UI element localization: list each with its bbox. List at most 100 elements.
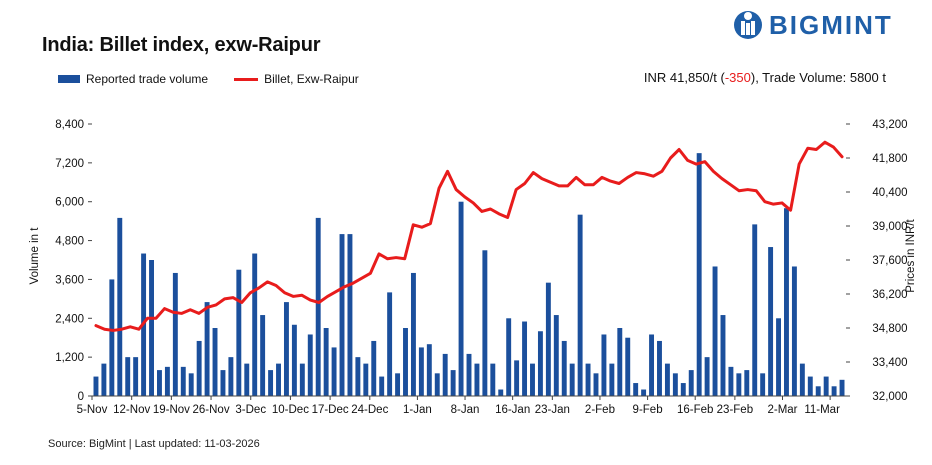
volume-bar — [720, 315, 726, 396]
x-tick-label: 16-Jan — [495, 404, 530, 416]
x-tick-label: 2-Mar — [767, 404, 797, 416]
y-left-tick-label: 4,800 — [55, 236, 84, 248]
price-summary: INR 41,850/t (-350), Trade Volume: 5800 … — [644, 70, 886, 85]
volume-bar — [744, 370, 750, 396]
volume-bar — [815, 386, 821, 396]
volume-bar — [410, 272, 416, 396]
x-tick-label: 9-Feb — [633, 404, 663, 416]
legend-item-volume: Reported trade volume — [58, 72, 208, 86]
chart-title: India: Billet index, exw-Raipur — [42, 34, 321, 56]
volume-bar — [498, 389, 504, 396]
volume-bar — [395, 373, 401, 396]
x-tick-label: 2-Feb — [585, 404, 615, 416]
price-line — [94, 140, 844, 332]
x-tick-label: 5-Nov — [77, 404, 108, 416]
y-right-tick-label: 43,200 — [872, 119, 907, 131]
volume-bar — [760, 373, 766, 396]
y-left-tick-label: 6,000 — [55, 197, 84, 209]
volume-bar — [291, 324, 297, 396]
chart-legend: Reported trade volume Billet, Exw-Raipur — [58, 72, 385, 86]
volume-bar — [593, 373, 599, 396]
volume-bar — [768, 247, 774, 396]
y-right-tick-label: 37,600 — [872, 255, 907, 267]
volume-bar — [823, 376, 829, 396]
legend-swatch-price — [234, 77, 259, 81]
volume-bar — [537, 331, 543, 396]
volume-bar — [617, 328, 623, 396]
volume-bar — [514, 360, 520, 396]
x-tick-label: 24-Dec — [351, 404, 388, 416]
bigmint-logo-icon — [734, 11, 762, 39]
volume-bar — [466, 353, 472, 396]
y-right-tick-label: 32,000 — [872, 391, 907, 403]
volume-bar — [688, 370, 694, 396]
volume-bar — [363, 363, 369, 396]
volume-bar — [482, 250, 488, 396]
legend-swatch-volume — [58, 75, 80, 83]
volume-bar — [553, 315, 559, 396]
volume-bar — [149, 260, 154, 396]
volume-bar — [641, 389, 647, 396]
volume-bar — [347, 234, 353, 396]
volume-bar — [260, 315, 266, 396]
volume-bar — [93, 376, 99, 396]
y-left-tick-label: 8,400 — [55, 119, 84, 131]
legend-label-volume: Reported trade volume — [86, 72, 209, 86]
volume-bar — [315, 217, 321, 396]
volume-bar — [506, 318, 512, 396]
x-tick-label: 26-Nov — [193, 404, 230, 416]
brand-logo: BIGMINT — [733, 7, 893, 43]
volume-bar — [704, 357, 710, 396]
y-axis-left-title: Volume in t — [29, 227, 41, 285]
volume-bar — [776, 318, 781, 396]
volume-bars — [93, 153, 845, 396]
volume-bar — [696, 153, 702, 396]
volume-bar — [418, 347, 424, 396]
volume-bar — [831, 386, 837, 396]
volume-bar — [712, 266, 718, 396]
chart-axes: 0 1,200 2,400 3,600 4,800 6,000 7,200 8,400 32,0… — [55, 119, 907, 416]
volume-bar — [672, 373, 678, 396]
volume-bar — [180, 366, 186, 396]
volume-bar — [101, 363, 107, 396]
y-right-tick-label: 39,000 — [872, 221, 907, 233]
y-left-tick-label: 1,200 — [55, 352, 84, 364]
x-tick-label: 16-Feb — [677, 404, 713, 416]
x-tick-label: 3-Dec — [235, 404, 266, 416]
y-axis-right-title: Prices in INR/t — [905, 218, 917, 292]
volume-bar — [403, 328, 408, 396]
volume-bar — [664, 363, 670, 396]
volume-bar — [799, 363, 805, 396]
x-tick-label: 17-Dec — [312, 404, 349, 416]
legend-item-price: Billet, Exw-Raipur — [234, 72, 359, 86]
volume-bar — [625, 337, 631, 396]
volume-bar — [458, 201, 464, 396]
volume-bar — [220, 370, 226, 396]
y-left-tick-label: 7,200 — [55, 158, 84, 170]
legend-label-price: Billet, Exw-Raipur — [264, 72, 359, 86]
volume-bar — [442, 353, 448, 396]
volume-bar — [339, 234, 345, 396]
volume-bar — [276, 363, 281, 396]
volume-bar — [283, 302, 289, 396]
y-right-tick-label: 33,400 — [872, 357, 907, 369]
volume-bar — [426, 344, 432, 396]
volume-bar — [157, 370, 162, 396]
volume-bar — [172, 272, 178, 396]
volume-bar — [649, 334, 655, 396]
volume-bar — [784, 208, 789, 396]
x-tick-label: 11-Mar — [804, 404, 840, 416]
volume-bar — [736, 373, 742, 396]
summary-change: -350 — [724, 70, 751, 85]
volume-bar — [490, 363, 496, 396]
volume-bar — [117, 217, 123, 396]
volume-bar — [379, 376, 385, 396]
volume-bar — [609, 363, 615, 396]
volume-bar — [657, 340, 662, 396]
volume-bar — [633, 383, 639, 396]
volume-bar — [212, 328, 218, 396]
volume-bar — [569, 363, 575, 396]
volume-bar — [791, 266, 797, 396]
